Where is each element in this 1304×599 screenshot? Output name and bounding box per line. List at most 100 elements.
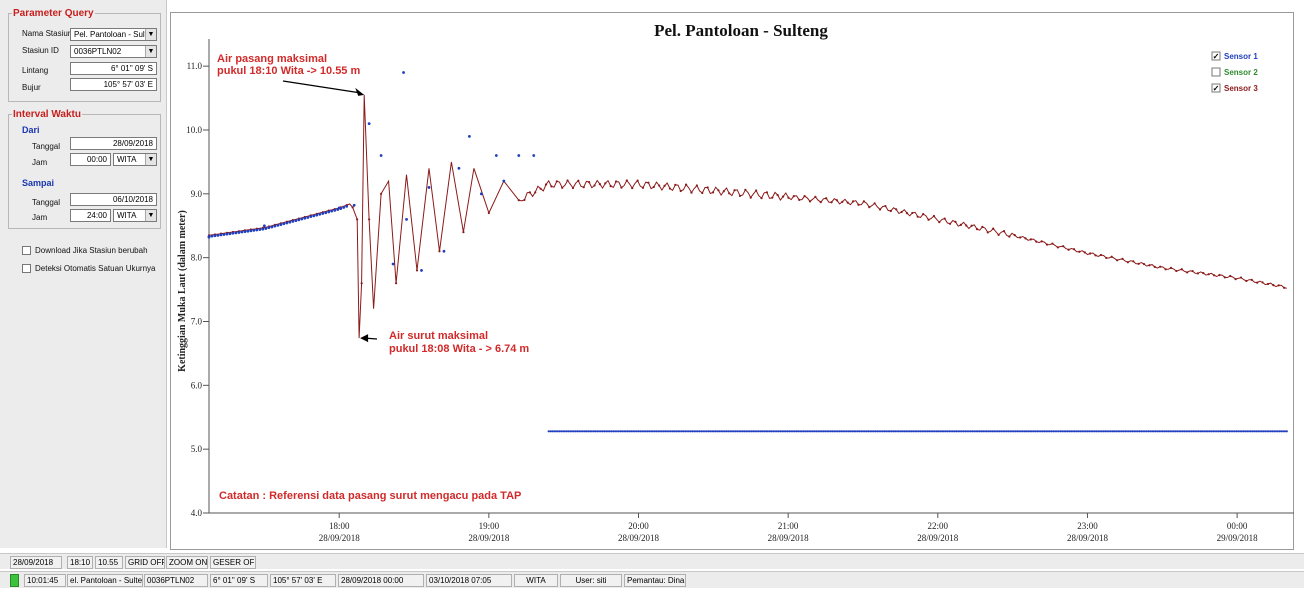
x-tick-date-label: 29/09/2018 [1217,533,1259,543]
legend-checkbox [1211,67,1221,77]
sensor-1-point [872,430,875,433]
sensor-1-point [1097,430,1100,433]
sensor-1-point [928,430,931,433]
stasiun-id-select[interactable]: 0036PTLN02 ▼ [70,45,157,58]
sensor-3-point [1169,266,1173,269]
sensor-3-point [690,191,693,194]
sensor-1-point [603,430,606,433]
status-bar-bottom: 10:01:45 el. Pantoloan - Sulter 0036PTLN… [0,571,1304,588]
sensor-3-point [550,185,553,188]
sensor-1-point [750,430,753,433]
sensor-1-point [1212,430,1215,433]
chevron-down-icon[interactable]: ▼ [145,46,156,57]
sensor-3-point [1250,278,1253,281]
sensor-3-point [997,233,1000,236]
sensor-1-point [1215,430,1218,433]
sensor-1-point [824,430,827,433]
sensor-1-point [966,430,969,433]
sensor-1-point [833,430,836,433]
sensor-1-point [989,430,992,433]
tide-chart[interactable]: Pel. Pantoloan - Sulteng Ketinggian Muka… [171,13,1295,551]
sensor-1-point [696,430,699,433]
sensor-1-point [1172,430,1175,433]
sensor-3-point [663,184,666,187]
sensor-1-point [1267,430,1270,433]
status-pemantau: Pemantau: Dina [624,574,686,587]
sensor-3-point [755,189,758,192]
sensor-3-point [776,193,779,197]
sensor-1-point [1043,430,1046,433]
sensor-3-point [1218,273,1221,277]
sensor-3-point [965,224,968,227]
sensor-3-point [1040,240,1043,243]
sensor-1-point [635,430,638,433]
grid-toggle[interactable]: GRID OFF [125,556,165,569]
dari-zone-value: WITA [117,155,137,164]
sensor-1-point [858,430,861,433]
sensor-1-point [1122,430,1125,433]
sensor-1-point [1116,430,1120,433]
dari-jam-field[interactable]: 00:00 [70,153,111,166]
sensor-1-point [720,430,723,433]
lintang-field[interactable]: 6° 01'' 09' S [70,62,157,75]
sensor-1-point [698,430,701,433]
sampai-zone-select[interactable]: WITA ▼ [113,209,157,222]
sensor-1-point [822,430,825,433]
x-tick-date-label: 28/09/2018 [618,533,660,543]
sensor-1-point [1260,430,1263,433]
nama-stasiun-select[interactable]: Pel. Pantoloan - Sulten ▼ [70,28,157,41]
sensor-1-point [1131,430,1134,433]
sensor-3-point [593,184,596,187]
sampai-tanggal-field[interactable]: 06/10/2018 [70,193,157,206]
zoom-toggle[interactable]: ZOOM ON [166,556,208,569]
sensor-1-point [1120,430,1123,433]
sensor-1-point [879,430,883,433]
sensor-3-point [625,179,628,182]
annotation-high-arrow [282,80,361,94]
annotation-low-title: Air surut maksimal [389,330,488,342]
sensor-1-point [285,221,289,225]
deteksi-checkbox[interactable] [22,264,31,273]
dari-tanggal-field[interactable]: 28/09/2018 [70,137,157,150]
sensor-1-point [1079,430,1082,433]
sensor-1-point [596,430,599,433]
status-to: 03/10/2018 07:05 [426,574,512,587]
sensor-1-point [982,430,985,433]
sensor-1-point [1127,430,1130,433]
chevron-down-icon[interactable]: ▼ [145,29,156,40]
sensor-1-point [1104,430,1107,433]
sensor-1-point [1077,430,1080,433]
sensor-1-point [1244,430,1247,433]
bujur-field[interactable]: 105° 57' 03' E [70,78,157,91]
sensor-1-point [619,430,622,433]
lintang-label: Lintang [22,66,49,75]
dari-zone-select[interactable]: WITA ▼ [113,153,157,166]
sensor-1-point [1167,430,1170,433]
sensor-1-point [888,430,892,433]
sensor-1-point [653,430,656,433]
sensor-1-point [1136,430,1139,433]
sensor-3-point [819,201,822,204]
sensor-1-point [865,430,868,433]
sensor-1-point [1174,430,1177,433]
sensor-1-point [549,430,552,433]
download-checkbox[interactable] [22,246,31,255]
chevron-down-icon[interactable]: ▼ [145,154,156,165]
x-tick-date-label: 28/09/2018 [1067,533,1109,543]
sensor-3-point [1132,260,1135,263]
sensor-1-point [1133,430,1136,433]
geser-toggle[interactable]: GESER OFF [210,556,256,569]
sampai-jam-field[interactable]: 24:00 [70,209,111,222]
sensor-3-point [462,231,465,234]
chart-area[interactable]: Pel. Pantoloan - Sulteng Ketinggian Muka… [170,12,1294,550]
sensor-1-point [728,430,732,433]
sensor-1-point [1045,430,1048,433]
sensor-1-point [639,430,642,433]
sensor-3-point [959,223,962,226]
sensor-1-point [931,430,935,433]
sensor-1-point [610,430,613,433]
chevron-down-icon[interactable]: ▼ [145,210,156,221]
sensor-1-point [922,430,926,433]
sensor-1-point [1219,430,1222,433]
sensor-1-point [946,430,949,433]
